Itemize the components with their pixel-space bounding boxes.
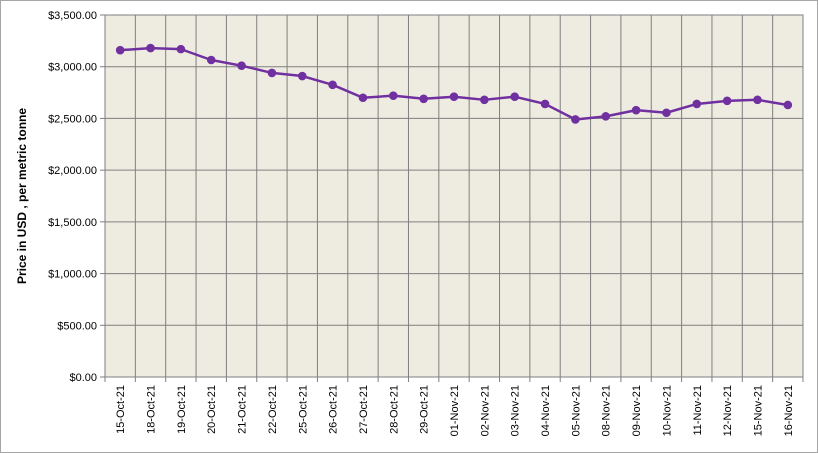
data-point	[571, 115, 580, 124]
y-axis-title: Price in USD , per metric tonne	[15, 108, 29, 284]
data-point	[510, 92, 519, 102]
y-tick-label: $3,000.00	[48, 62, 97, 74]
x-tick-label: 21-Oct-21	[237, 385, 249, 434]
y-tick-label: $500.00	[57, 320, 97, 332]
data-point	[176, 44, 186, 54]
y-tick-label: $3,500.00	[48, 10, 97, 22]
x-tick-label: 19-Oct-21	[176, 385, 188, 434]
y-tick-label: $2,500.00	[48, 113, 97, 125]
data-point	[206, 55, 216, 65]
x-tick-label: 28-Oct-21	[388, 385, 400, 434]
y-tick-label: $1,000.00	[48, 269, 97, 281]
data-point	[267, 68, 277, 78]
data-point	[540, 99, 550, 109]
x-tick-label: 08-Nov-21	[601, 385, 613, 436]
x-tick-label: 15-Oct-21	[115, 385, 127, 434]
data-point	[753, 95, 762, 105]
data-point	[146, 43, 155, 53]
data-point	[115, 45, 125, 55]
x-tick-label: 25-Oct-21	[297, 385, 309, 434]
data-point	[419, 94, 428, 104]
data-point	[783, 100, 793, 110]
data-point	[631, 105, 641, 115]
x-tick-label: 27-Oct-21	[358, 385, 370, 434]
x-tick-label: 12-Nov-21	[722, 385, 734, 436]
x-tick-label: 03-Nov-21	[510, 385, 522, 436]
x-tick-label: 11-Nov-21	[692, 385, 704, 436]
x-tick-label: 10-Nov-21	[661, 385, 673, 436]
y-tick-label: $2,000.00	[48, 165, 97, 177]
data-point	[297, 71, 307, 81]
data-point	[480, 95, 489, 105]
x-tick-label: 20-Oct-21	[206, 385, 218, 434]
data-point	[722, 96, 732, 106]
x-tick-label: 09-Nov-21	[631, 385, 643, 436]
x-tick-label: 18-Oct-21	[146, 385, 158, 434]
x-tick-label: 29-Oct-21	[419, 385, 431, 434]
x-tick-label: 15-Nov-21	[752, 385, 764, 436]
data-point	[237, 61, 246, 70]
x-tick-label: 01-Nov-21	[449, 385, 461, 436]
y-tick-label: $0.00	[69, 372, 97, 384]
data-point	[601, 112, 611, 121]
data-point	[449, 92, 459, 102]
x-tick-label: 22-Oct-21	[267, 385, 279, 434]
x-tick-label: 16-Nov-21	[783, 385, 795, 436]
x-tick-label: 04-Nov-21	[540, 385, 552, 436]
x-tick-label: 26-Oct-21	[328, 385, 340, 434]
data-point	[389, 91, 398, 100]
data-point	[662, 108, 671, 118]
plot-area	[104, 14, 804, 378]
data-point	[692, 99, 702, 109]
data-point	[328, 80, 337, 90]
y-tick-label: $1,500.00	[48, 217, 97, 229]
x-tick-label: 02-Nov-21	[479, 385, 491, 436]
x-tick-label: 05-Nov-21	[570, 385, 582, 436]
data-point	[358, 93, 368, 103]
